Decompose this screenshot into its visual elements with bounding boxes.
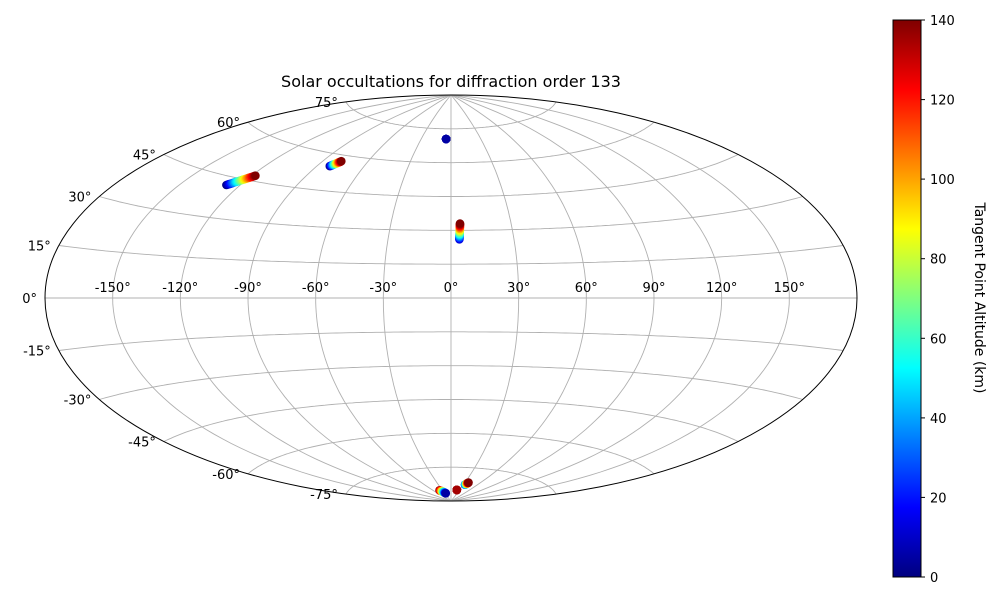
latitude-tick-label: 30° xyxy=(68,191,91,206)
longitude-tick-label: 90° xyxy=(642,281,665,296)
latitude-tick-label: -60° xyxy=(212,468,240,483)
graticule xyxy=(45,95,857,501)
colorbar-tick-label: 100 xyxy=(930,173,955,188)
longitude-tick-label: 60° xyxy=(575,281,598,296)
longitude-tick-label: 150° xyxy=(774,281,805,296)
longitude-gridline xyxy=(382,95,452,501)
colorbar-label: Tangent Point Altitude (km) xyxy=(971,201,987,393)
longitude-gridline xyxy=(450,95,520,501)
longitude-tick-label: -150° xyxy=(95,281,131,296)
longitude-gridline xyxy=(450,95,790,501)
latitude-tick-label: 60° xyxy=(217,116,240,131)
longitude-tick-label: -30° xyxy=(369,281,397,296)
colorbar-tick-label: 120 xyxy=(930,94,955,109)
latitude-tick-label: -15° xyxy=(23,345,51,360)
occultation-track xyxy=(455,219,465,244)
longitude-tick-label: -90° xyxy=(234,281,262,296)
longitude-tick-label: -120° xyxy=(162,281,198,296)
longitude-tick-labels: -150° -120° -90° -60° -30° 0° 30° 60° 90° 120° 150… xyxy=(95,281,805,296)
data-point xyxy=(441,134,451,144)
latitude-tick-label: 75° xyxy=(315,96,338,111)
longitude-tick-label: 120° xyxy=(706,281,737,296)
occultation-track xyxy=(325,156,346,171)
data-point xyxy=(455,219,465,228)
latitude-tick-label: 15° xyxy=(28,240,51,255)
occultation-track xyxy=(452,485,462,495)
occultation-track xyxy=(435,486,451,498)
colorbar-tick-label: 140 xyxy=(930,14,955,29)
occultation-track xyxy=(460,478,473,490)
data-point xyxy=(337,156,346,166)
longitude-tick-label: 0° xyxy=(444,281,459,296)
colorbar-tick-label: 60 xyxy=(930,332,947,347)
longitude-gridline xyxy=(179,95,452,501)
latitude-tick-label: -45° xyxy=(128,436,156,451)
latitude-tick-label: -75° xyxy=(310,488,338,503)
longitude-gridline xyxy=(112,95,452,501)
longitude-tick-label: -60° xyxy=(302,281,330,296)
occultation-points xyxy=(222,134,473,498)
longitude-gridline xyxy=(247,95,452,501)
data-point xyxy=(251,171,260,180)
map-boundary xyxy=(44,94,858,502)
colorbar-tick-label: 40 xyxy=(930,412,947,427)
latitude-tick-label: 45° xyxy=(133,149,156,164)
colorbar-tick-label: 80 xyxy=(930,253,947,268)
data-point xyxy=(452,485,462,495)
occultation-track xyxy=(441,134,451,144)
colorbar-ticks: 0 20 40 60 80 100 120 140 xyxy=(921,14,955,586)
colorbar-tick-label: 20 xyxy=(930,491,947,506)
colorbar xyxy=(892,19,922,578)
longitude-gridline xyxy=(450,95,587,501)
longitude-tick-label: 30° xyxy=(507,281,530,296)
chart-title: Solar occultations for diffraction order… xyxy=(281,72,621,91)
longitude-gridline xyxy=(315,95,452,501)
latitude-tick-labels: 75° 60° 45° 30° 15° 0° -15° -30° -45° -60° -75° xyxy=(22,96,338,503)
longitude-gridline xyxy=(450,95,655,501)
latitude-tick-label: -30° xyxy=(64,394,92,409)
data-point xyxy=(464,478,473,487)
colorbar-tick-label: 0 xyxy=(930,571,938,586)
latitude-tick-label: 0° xyxy=(22,292,37,307)
occultation-track xyxy=(222,171,260,190)
data-point xyxy=(441,489,451,498)
longitude-gridline xyxy=(450,95,723,501)
